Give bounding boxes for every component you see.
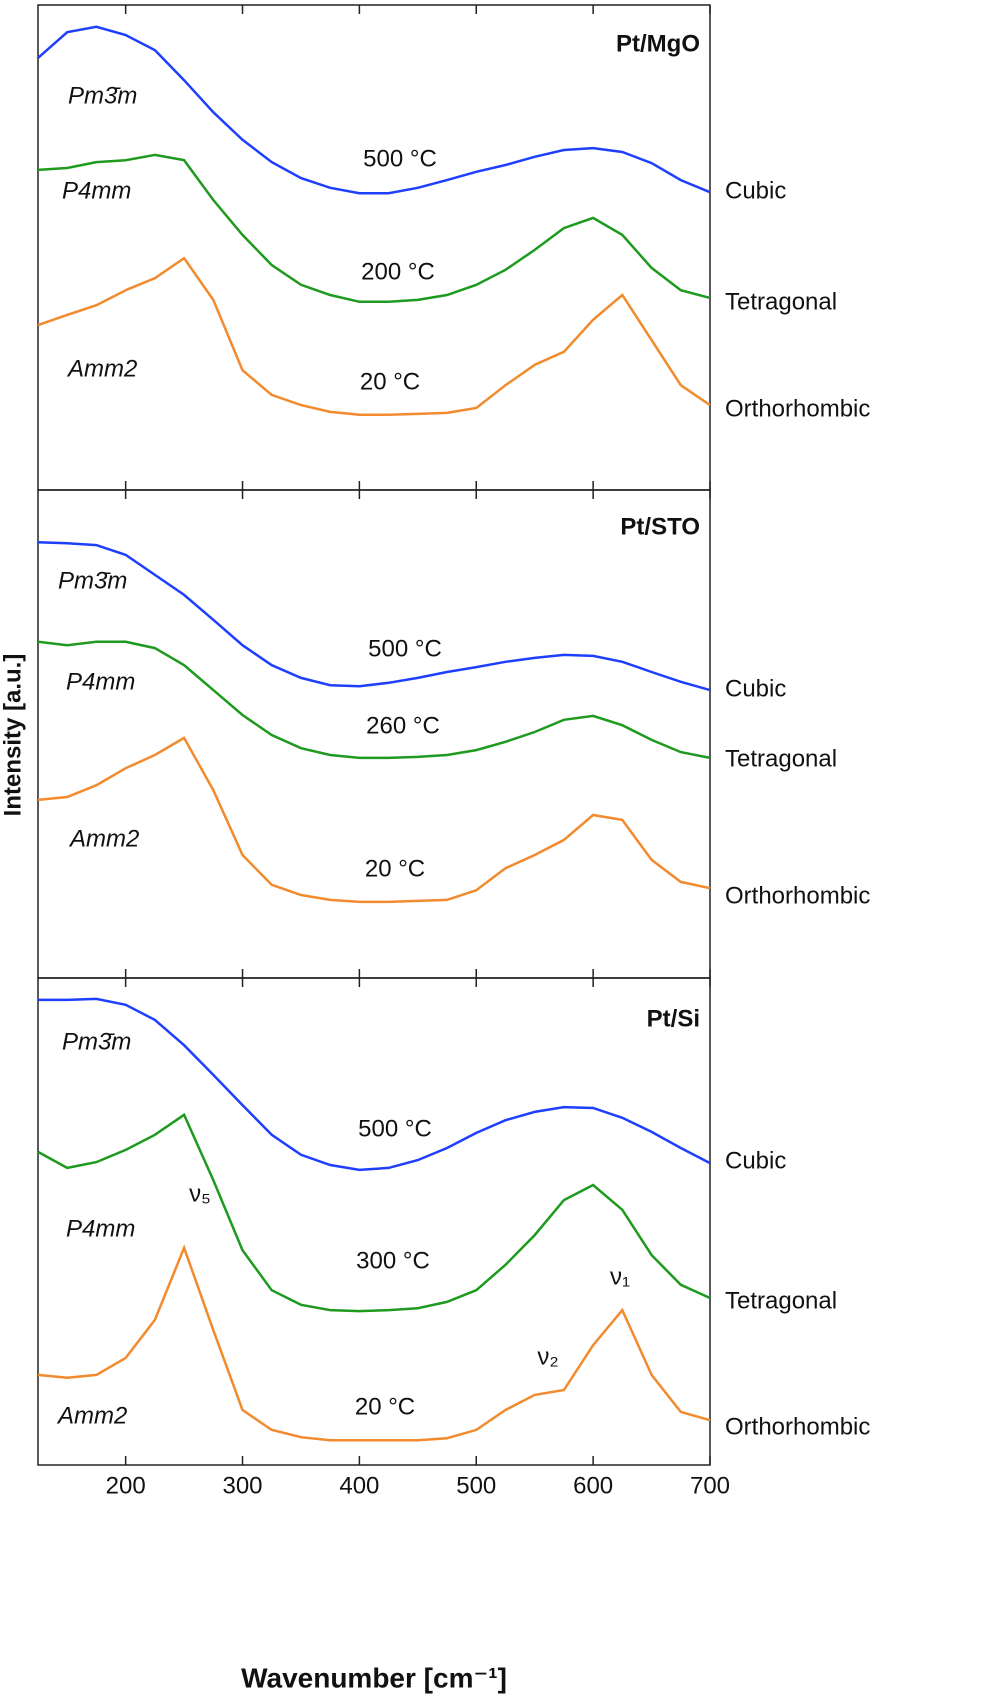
- temperature-label: 500 °C: [363, 145, 437, 172]
- series-label: Cubic: [725, 675, 786, 702]
- panel-title: Pt/Si: [647, 1005, 700, 1032]
- series-label: Orthorhombic: [725, 882, 870, 909]
- phase-label: Amm2: [66, 355, 137, 382]
- panel-frame: [37, 4, 711, 491]
- spectrum-line: [37, 153, 711, 304]
- series-label: Orthorhombic: [725, 395, 870, 422]
- peak-label: ν₁: [610, 1263, 630, 1290]
- temperature-label: 300 °C: [356, 1247, 430, 1274]
- phase-label: Pm3̄m: [58, 567, 127, 594]
- peak-label: ν₅: [189, 1180, 211, 1207]
- y-axis-label: Intensity [a.u.]: [0, 654, 26, 817]
- series-label: Tetragonal: [725, 288, 837, 315]
- x-tick-label: 400: [339, 1472, 379, 1499]
- series-label: Tetragonal: [725, 1287, 837, 1314]
- spectrum-line: [37, 25, 711, 195]
- phase-label: P4mm: [66, 668, 135, 695]
- temperature-label: 20 °C: [360, 368, 420, 395]
- temperature-label: 20 °C: [365, 855, 425, 882]
- panel-frame: [37, 977, 711, 1466]
- spectrum-line: [37, 1244, 711, 1442]
- phase-label: Pm3̄m: [68, 82, 137, 109]
- x-tick-label: 600: [573, 1472, 613, 1499]
- temperature-label: 20 °C: [355, 1393, 415, 1420]
- series-label: Orthorhombic: [725, 1413, 870, 1440]
- temperature-label: 200 °C: [361, 258, 435, 285]
- phase-label: P4mm: [62, 177, 131, 204]
- temperature-label: 500 °C: [358, 1115, 432, 1142]
- series-label: Tetragonal: [725, 745, 837, 772]
- spectrum-line: [37, 540, 711, 692]
- panel-title: Pt/MgO: [616, 30, 700, 57]
- spectrum-line: [37, 640, 711, 760]
- phase-label: Amm2: [56, 1402, 127, 1429]
- x-tick-label: 700: [690, 1472, 730, 1499]
- phase-label: Amm2: [68, 825, 139, 852]
- spectrum-line: [37, 256, 711, 417]
- spectrum-line: [37, 1112, 711, 1313]
- spectrum-line: [37, 736, 711, 904]
- phase-label: Pm3̄m: [62, 1028, 131, 1055]
- x-tick-label: 200: [106, 1472, 146, 1499]
- x-axis-label: Wavenumber [cm⁻¹]: [241, 1662, 507, 1693]
- series-label: Cubic: [725, 177, 786, 204]
- x-tick-label: 300: [222, 1472, 262, 1499]
- spectrum-line: [38, 997, 711, 1172]
- panel-title: Pt/STO: [620, 513, 700, 540]
- temperature-label: 260 °C: [366, 712, 440, 739]
- temperature-label: 500 °C: [368, 635, 442, 662]
- peak-label: ν₂: [537, 1343, 558, 1370]
- series-label: Cubic: [725, 1147, 786, 1174]
- phase-label: P4mm: [66, 1215, 135, 1242]
- x-tick-label: 500: [456, 1472, 496, 1499]
